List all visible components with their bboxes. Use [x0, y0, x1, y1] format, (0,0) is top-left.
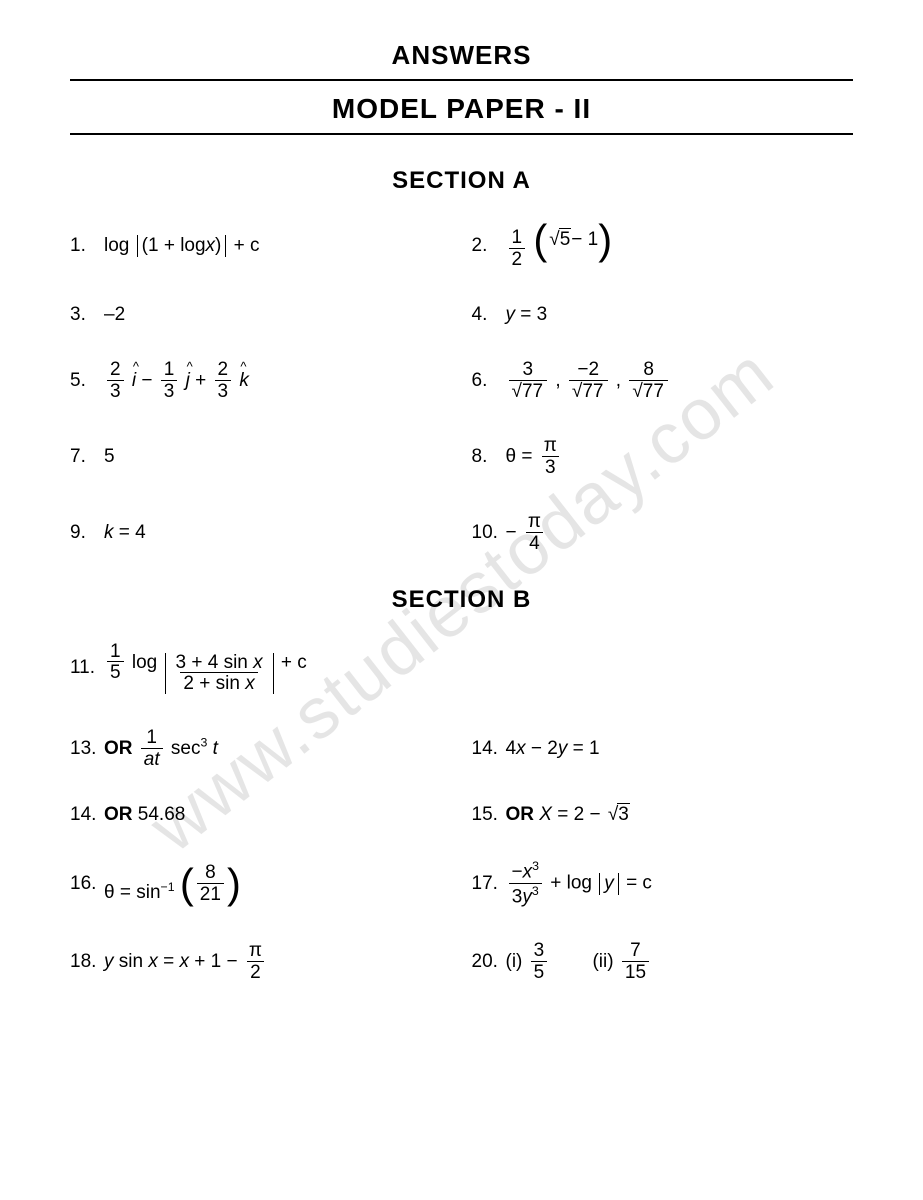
section-a-title: SECTION A	[70, 167, 853, 195]
answer-value: OR 54.68	[104, 804, 185, 826]
answer-number: 6.	[472, 370, 506, 392]
answer-10: 10. − π4	[472, 512, 854, 554]
answer-number: 15.	[472, 804, 506, 826]
answer-value: 4x − 2y = 1	[506, 738, 600, 760]
answer-18: 18. y sin x = x + 1 − π2	[70, 941, 452, 983]
answer-number: 2.	[472, 235, 506, 257]
answer-value: −x3 3y3 + log y = c	[506, 860, 652, 907]
section-b-answers: 11. 15 log 3 + 4 sin x 2 + sin x + c 13.…	[70, 642, 853, 983]
answer-1: 1. log (1 + log x) + c	[70, 223, 452, 270]
answer-number: 3.	[70, 304, 104, 326]
answer-value: 15 log 3 + 4 sin x 2 + sin x + c	[104, 642, 307, 695]
answer-number: 10.	[472, 522, 506, 544]
answer-number: 1.	[70, 235, 104, 257]
answer-value: 377 , −277 , 877	[506, 360, 671, 402]
title-answers: ANSWERS	[70, 40, 853, 71]
answer-13: 13. OR 1at sec3 t	[70, 728, 452, 770]
section-b-title: SECTION B	[70, 586, 853, 614]
answer-9: 9. k = 4	[70, 512, 452, 554]
answer-number: 14.	[472, 738, 506, 760]
answer-value: 12 (5 − 1)	[506, 223, 613, 270]
answer-value: (i) 35 (ii) 715	[506, 941, 653, 983]
answer-number: 9.	[70, 522, 104, 544]
answer-number: 13.	[70, 738, 104, 760]
answer-15: 15. OR X = 2 − 3	[472, 804, 854, 826]
answer-value: k = 4	[104, 522, 146, 544]
answer-5: 5. 23 i − 13 j + 23 k	[70, 360, 452, 402]
section-a-answers: 1. log (1 + log x) + c 2. 12 (5 − 1) 3. …	[70, 223, 853, 554]
divider	[70, 133, 853, 135]
answer-number: 18.	[70, 951, 104, 973]
answer-16: 16. θ = sin−1 ( 821 )	[70, 860, 452, 907]
answer-number: 17.	[472, 873, 506, 895]
answer-value: 5	[104, 446, 115, 468]
answer-number: 7.	[70, 446, 104, 468]
answer-20: 20. (i) 35 (ii) 715	[472, 941, 854, 983]
answer-value: θ = π3	[506, 436, 563, 478]
answer-number: 20.	[472, 951, 506, 973]
answer-number: 11.	[70, 657, 104, 679]
answer-value: –2	[104, 304, 125, 326]
answer-11: 11. 15 log 3 + 4 sin x 2 + sin x + c	[70, 642, 853, 695]
answer-2: 2. 12 (5 − 1)	[472, 223, 854, 270]
answer-14a: 14. 4x − 2y = 1	[472, 728, 854, 770]
answer-number: 16.	[70, 873, 104, 895]
answer-number: 5.	[70, 370, 104, 392]
answer-value: y = 3	[506, 304, 548, 326]
answer-number: 14.	[70, 804, 104, 826]
answer-4: 4. y = 3	[472, 304, 854, 326]
answer-value: OR 1at sec3 t	[104, 728, 218, 770]
answer-8: 8. θ = π3	[472, 436, 854, 478]
answer-value: log (1 + log x) + c	[104, 235, 260, 257]
answer-7: 7. 5	[70, 436, 452, 478]
answer-6: 6. 377 , −277 , 877	[472, 360, 854, 402]
answer-14b: 14. OR 54.68	[70, 804, 452, 826]
answer-value: θ = sin−1 ( 821 )	[104, 863, 241, 905]
answer-number: 4.	[472, 304, 506, 326]
answer-number: 8.	[472, 446, 506, 468]
answer-3: 3. –2	[70, 304, 452, 326]
title-model-paper: MODEL PAPER - II	[70, 93, 853, 125]
answer-value: 23 i − 13 j + 23 k	[104, 360, 249, 402]
answer-value: − π4	[506, 512, 547, 554]
divider	[70, 79, 853, 81]
answer-value: OR X = 2 − 3	[506, 804, 630, 826]
answer-value: y sin x = x + 1 − π2	[104, 941, 268, 983]
answer-17: 17. −x3 3y3 + log y = c	[472, 860, 854, 907]
